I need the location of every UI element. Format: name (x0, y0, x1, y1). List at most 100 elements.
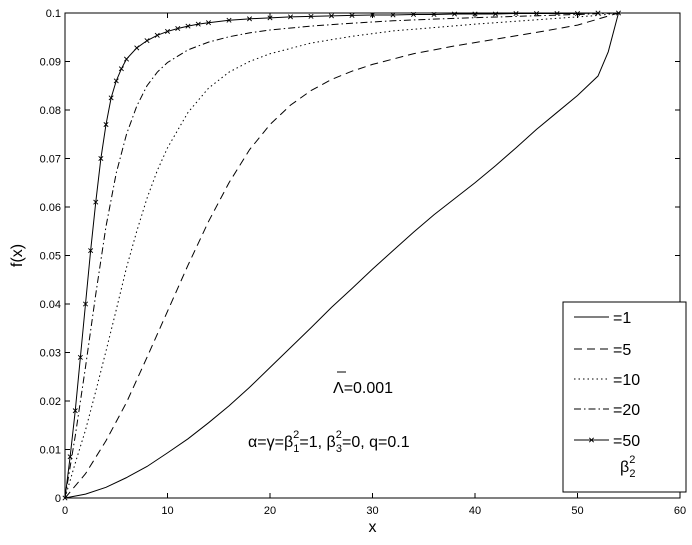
legend-label: =50 (613, 433, 640, 450)
plot-area: 0 10 20 30 40 50 60 0 0.01 0.02 0.03 0.04 0.05 0.06 0.… (40, 8, 687, 517)
series-point (451, 11, 458, 17)
series-5 (62, 10, 622, 501)
params-beta3-sub: 3 (336, 443, 342, 455)
series-point (154, 32, 160, 38)
series-point (82, 301, 89, 307)
series-point (287, 14, 294, 20)
series-point (113, 78, 119, 84)
series-layer (62, 10, 622, 501)
series-point (267, 15, 273, 21)
series-point (72, 408, 78, 414)
legend-label: =5 (613, 342, 631, 359)
y-tick-label: 0.07 (40, 154, 61, 166)
series-point (492, 11, 499, 17)
y-tick-label: 0.1 (46, 8, 61, 20)
series-point (108, 95, 114, 101)
axis-tick-labels: 0 10 20 30 40 50 60 0 0.01 0.02 0.03 0.04 0.05 0.06 0.… (40, 8, 687, 517)
y-tick-label: 0.04 (40, 299, 61, 311)
series-point (205, 20, 212, 26)
series-line (64, 12, 619, 499)
legend-title-sup: 2 (629, 454, 635, 466)
x-axis-title: x (369, 519, 377, 536)
params-beta1-sup: 2 (293, 429, 299, 441)
series-point (308, 13, 314, 19)
series-point (574, 10, 581, 17)
y-tick-label: 0 (55, 493, 61, 505)
series-point (472, 11, 478, 17)
series-point (390, 12, 396, 18)
series-point (595, 10, 601, 16)
lambda-annotation: Λ=0.001 (333, 371, 393, 397)
legend: =1 =5 =10 =20 =50 β2 2 (562, 301, 687, 493)
lambda-symbol: Λ (333, 380, 344, 397)
y-tick-label: 0.08 (40, 105, 61, 117)
y-tick-label: 0.06 (40, 202, 61, 214)
series-line (64, 12, 619, 499)
y-tick-label: 0.02 (40, 396, 61, 408)
lambda-value: =0.001 (344, 380, 393, 397)
series-point (67, 454, 73, 460)
params-part-3: =0, q=0.1 (342, 434, 410, 451)
y-tick-label: 0.01 (40, 445, 61, 457)
series-point (77, 354, 83, 360)
series-point (134, 45, 140, 51)
y-tick-label: 0.09 (40, 57, 61, 69)
series-line (64, 12, 619, 499)
y-tick-label: 0.03 (40, 348, 61, 360)
legend-items: =1 =5 =10 =20 =50 (574, 310, 640, 450)
series-point (185, 23, 191, 29)
legend-label: =1 (613, 310, 631, 327)
series-point (62, 495, 68, 501)
series-point (103, 122, 109, 128)
legend-label: =20 (613, 402, 640, 419)
series-point (98, 155, 104, 162)
y-tick-label: 0.05 (40, 251, 61, 263)
x-tick-label: 60 (674, 505, 686, 517)
legend-marker (588, 437, 595, 443)
series-point (349, 12, 355, 18)
series-point (328, 13, 335, 19)
series-point (118, 66, 124, 72)
series-point (533, 10, 540, 17)
params-part-2: =1, β (299, 434, 335, 451)
series-point (554, 10, 560, 17)
series-point (93, 199, 99, 205)
series-point (369, 12, 376, 18)
series-point (410, 11, 417, 17)
x-tick-label: 50 (571, 505, 583, 517)
legend-box (562, 301, 687, 493)
legend-label: =10 (613, 372, 640, 389)
series-line (64, 12, 619, 499)
x-tick-label: 30 (366, 505, 378, 517)
params-part-1: α=γ=β (248, 434, 293, 451)
x-tick-label: 40 (469, 505, 481, 517)
series-4 (64, 12, 619, 499)
series-point (615, 10, 622, 16)
params-annotation: α=γ=β2 1=1, β2 3=0, q=0.1 (248, 429, 410, 455)
x-tick-label: 0 (62, 505, 68, 517)
series-1 (64, 12, 619, 499)
x-tick-label: 20 (264, 505, 276, 517)
params-beta3-sup: 2 (336, 429, 342, 441)
series-point (175, 26, 181, 32)
series-point (226, 17, 232, 23)
series-point (123, 56, 130, 62)
series-point (144, 38, 150, 44)
legend-title-symbol: β (620, 459, 629, 476)
series-3 (64, 12, 619, 499)
lambda-annotation-text: Λ=0.001 (333, 380, 393, 397)
series-point (431, 11, 437, 17)
series-point (88, 248, 94, 254)
params-beta1-sub: 1 (293, 443, 299, 455)
series-point (513, 10, 519, 17)
series-line (64, 12, 619, 499)
y-axis-title: f(x) (9, 244, 26, 267)
series-2 (64, 12, 619, 499)
series-point (164, 28, 171, 34)
legend-title: β2 2 (620, 454, 635, 480)
legend-title-sub: 2 (629, 468, 635, 480)
series-point (246, 16, 253, 22)
series-point (195, 21, 201, 27)
x-tick-label: 10 (161, 505, 173, 517)
